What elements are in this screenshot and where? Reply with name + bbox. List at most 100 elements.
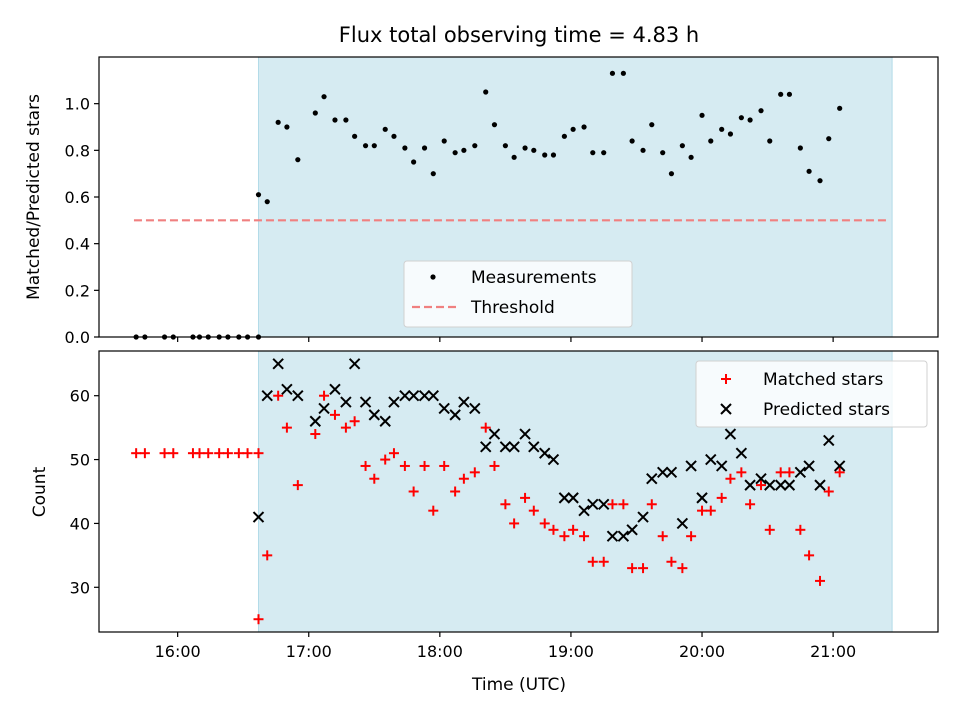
predicted-stars-point [646, 473, 658, 485]
predicted-stars-point [480, 441, 492, 453]
legend-measurements-marker [430, 274, 436, 280]
predicted-stars-point [567, 492, 579, 504]
matched-stars-point [480, 422, 491, 433]
matched-stars-point [310, 429, 321, 440]
top-y-axis-label: Matched/Predicted stars [24, 94, 44, 300]
measurement-point [371, 143, 377, 149]
measurement-point [767, 138, 773, 144]
measurement-point [502, 143, 508, 149]
matched-stars-point [598, 556, 609, 567]
measurement-point [295, 157, 301, 163]
matched-stars-point [428, 505, 439, 516]
legend-threshold-label: Threshold [470, 298, 555, 318]
matched-stars-point [638, 563, 649, 574]
y-tick-label: 1.0 [65, 95, 90, 114]
predicted-stars-point [547, 453, 560, 466]
matched-stars-point [203, 448, 214, 459]
matched-stars-point [500, 499, 511, 510]
predicted-stars-point [833, 460, 846, 472]
predicted-stars-point [508, 441, 520, 453]
matched-stars-point [450, 486, 461, 497]
predicted-stars-point [449, 409, 461, 421]
matched-stars-point [399, 460, 410, 471]
predicted-stars-point [261, 389, 273, 402]
legend-measurements-label: Measurements [471, 268, 597, 288]
matched-stars-point [736, 467, 747, 478]
measurement-point [837, 105, 843, 111]
top-legend-box [403, 260, 633, 328]
measurement-point [747, 117, 753, 123]
top-y-axis: 0.0 0.2 0.4 0.6 0.8 1.0 [65, 95, 99, 347]
matched-stars-point [159, 448, 170, 459]
predicted-stars-point [281, 383, 293, 396]
predicted-stars-point [340, 396, 352, 408]
matched-stars-point [469, 467, 480, 478]
measurement-point [472, 143, 478, 149]
x-tick-label: 20:00 [679, 642, 725, 661]
predicted-stars-point [418, 389, 431, 402]
measurement-point [430, 171, 436, 177]
matched-stars-point [139, 448, 150, 459]
x-tick-label: 17:00 [286, 642, 332, 661]
matched-stars-point [273, 390, 284, 401]
bottom-legend: Matched stars Predicted stars [695, 360, 928, 428]
matched-stars-point [388, 448, 399, 459]
matched-stars-point [677, 563, 688, 574]
matched-stars-point [559, 531, 570, 542]
predicted-stars-point [814, 479, 826, 491]
predicted-stars-point [774, 479, 787, 491]
matched-stars-point [253, 614, 264, 625]
predicted-stars-point [685, 460, 697, 472]
predicted-stars-point [438, 402, 450, 415]
matched-stars-point [168, 448, 179, 459]
predicted-stars-point [379, 415, 391, 427]
x-tick-label: 16:00 [155, 642, 201, 661]
matched-stars-point [292, 480, 303, 491]
matched-stars-point [360, 460, 371, 471]
matched-stars-point [756, 480, 767, 491]
predicted-stars-point [606, 530, 619, 542]
y-tick-label: 40 [70, 514, 90, 533]
predicted-stars-point [399, 389, 411, 402]
measurement-point [708, 138, 714, 144]
matched-stars-point [587, 556, 598, 567]
measurement-point [461, 147, 467, 153]
measurement-point [522, 145, 528, 151]
matched-stars-point [705, 505, 716, 516]
matched-stars-point [439, 460, 450, 471]
bottom-plot-frame [98, 350, 939, 633]
predicted-stars-point [676, 517, 689, 530]
matched-stars-point [775, 467, 786, 478]
measurement-point [531, 147, 537, 153]
predicted-stars-point [499, 441, 512, 453]
bottom-y-axis-label: Count [30, 466, 50, 517]
measurement-point [382, 126, 388, 132]
measurement-point [719, 126, 725, 132]
measurement-point [609, 70, 616, 76]
measurement-point [660, 150, 666, 156]
matched-stars-point [548, 524, 559, 535]
y-tick-label: 60 [70, 387, 90, 406]
matched-stars-point [242, 448, 253, 459]
measurement-point [786, 91, 793, 97]
measurement-point [452, 150, 458, 156]
y-tick-label: 0.0 [65, 328, 90, 347]
predicted-stars-point [558, 492, 571, 504]
matched-stars-point [408, 486, 419, 497]
measurement-point [264, 199, 270, 205]
matched-stars-point [627, 563, 638, 574]
predicted-stars-point [272, 358, 284, 370]
measurement-point [491, 122, 498, 128]
measurement-point [640, 147, 646, 153]
measurement-point [826, 136, 832, 142]
matched-stars-point [686, 531, 697, 542]
measurement-point [688, 154, 694, 160]
measurement-point [332, 117, 338, 123]
matched-stars-point [281, 422, 292, 433]
measurement-point [727, 131, 734, 137]
measurement-point [570, 126, 576, 132]
matched-stars-point [380, 454, 391, 465]
matched-stars-point [319, 390, 330, 401]
predicted-stars-point [528, 441, 540, 453]
